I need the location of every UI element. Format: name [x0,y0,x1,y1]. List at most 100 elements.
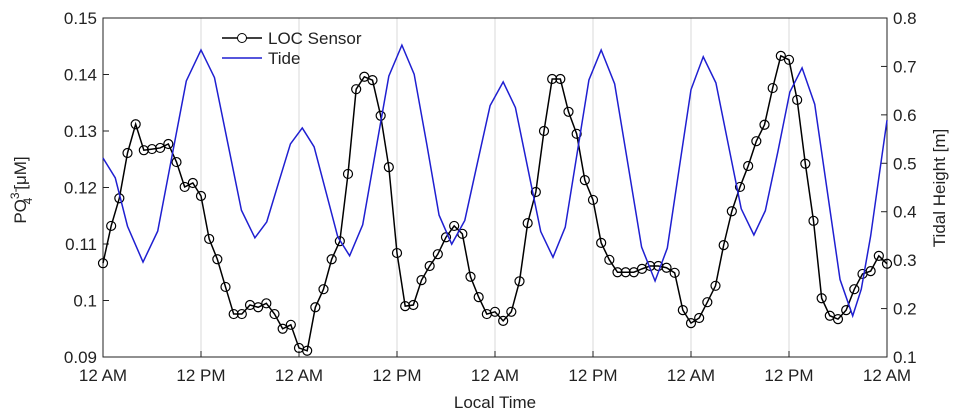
data-point [718,240,729,251]
x-tick-label: 12 PM [372,366,421,385]
data-point [865,266,876,277]
data-point [367,75,378,86]
data-point [596,237,607,248]
y-tick-label: 0.15 [64,9,97,28]
data-point [138,145,149,156]
data-point [555,73,566,85]
y-tick-label: 0.14 [64,66,97,85]
data-point [571,128,582,139]
x-tick-label: 12 AM [275,366,323,385]
y2-axis-label: Tidal Height [m] [930,129,949,247]
data-point [563,106,574,117]
data-point [212,254,223,265]
data-point [612,267,623,278]
y2-tick-label: 0.3 [893,251,917,270]
data-point [620,267,631,278]
data-point [195,190,207,202]
data-point [832,314,844,325]
x-tick-label: 12 PM [176,366,225,385]
data-point [767,82,778,94]
data-point [155,142,166,154]
data-point [587,194,599,206]
data-point [424,260,435,272]
data-point [489,306,501,317]
y2-tick-label: 0.1 [893,348,917,367]
data-point [498,315,509,326]
data-point [391,247,403,259]
data-point [873,250,884,261]
data-point [775,50,786,61]
y2-tick-label: 0.6 [893,106,917,125]
data-point [538,125,550,137]
y2-tick-label: 0.5 [893,154,917,173]
y-label-sub: 4 [21,197,35,204]
y2-tick-label: 0.4 [893,203,917,222]
data-point [342,168,354,180]
data-point [204,233,215,245]
x-tick-label: 12 PM [568,366,617,385]
data-point [702,297,713,308]
data-point [792,94,803,106]
y-tick-label: 0.09 [64,348,97,367]
data-point [408,299,419,311]
data-point [849,284,860,295]
data-point [506,306,517,317]
data-point [661,262,672,273]
legend-label: LOC Sensor [268,29,362,48]
data-point [473,292,484,303]
y-axis-label: PO3-4 [μM] [8,156,35,223]
data-point [334,236,345,247]
x-tick-label: 12 AM [471,366,519,385]
data-point [261,298,272,309]
series-line [102,43,888,319]
data-point [253,302,264,313]
y-tick-label: 0.11 [65,235,97,254]
data-point [228,308,239,320]
data-point [726,206,737,217]
data-point [122,147,133,159]
data-point [734,181,746,193]
y-tick-label: 0.1 [73,292,97,311]
data-point [163,138,174,150]
data-point [514,276,525,287]
data-point [179,181,190,193]
legend-marker [237,33,247,43]
data-point [302,345,313,356]
x-tick-label: 12 AM [667,366,715,385]
data-point [318,284,329,295]
y2-tick-label: 0.2 [893,300,917,319]
data-point [171,156,182,168]
data-point [449,220,460,232]
data-point [759,119,770,130]
x-axis-label: Local Time [454,393,536,412]
data-point [669,267,680,278]
data-point [130,119,141,130]
data-point [694,312,705,324]
data-point [800,158,811,169]
data-point [743,160,754,172]
data-point [751,136,762,147]
series-line [102,54,888,352]
data-point [530,186,541,198]
data-point [465,271,476,282]
data-point [522,217,533,229]
y-tick-label: 0.12 [64,179,97,198]
data-point [269,308,280,320]
data-point [400,301,411,312]
y-label-sup: 3- [8,188,22,199]
data-point [310,302,321,313]
data-point [326,254,337,265]
data-point [220,281,231,293]
data-point [432,249,443,260]
data-point [383,162,394,173]
data-point [351,84,362,95]
data-point [285,319,296,330]
data-point [881,258,893,269]
data-point [236,308,247,320]
data-point [604,254,615,265]
data-point [277,323,288,334]
data-point [146,143,158,155]
x-tick-label: 12 PM [764,366,813,385]
data-point [187,177,198,189]
